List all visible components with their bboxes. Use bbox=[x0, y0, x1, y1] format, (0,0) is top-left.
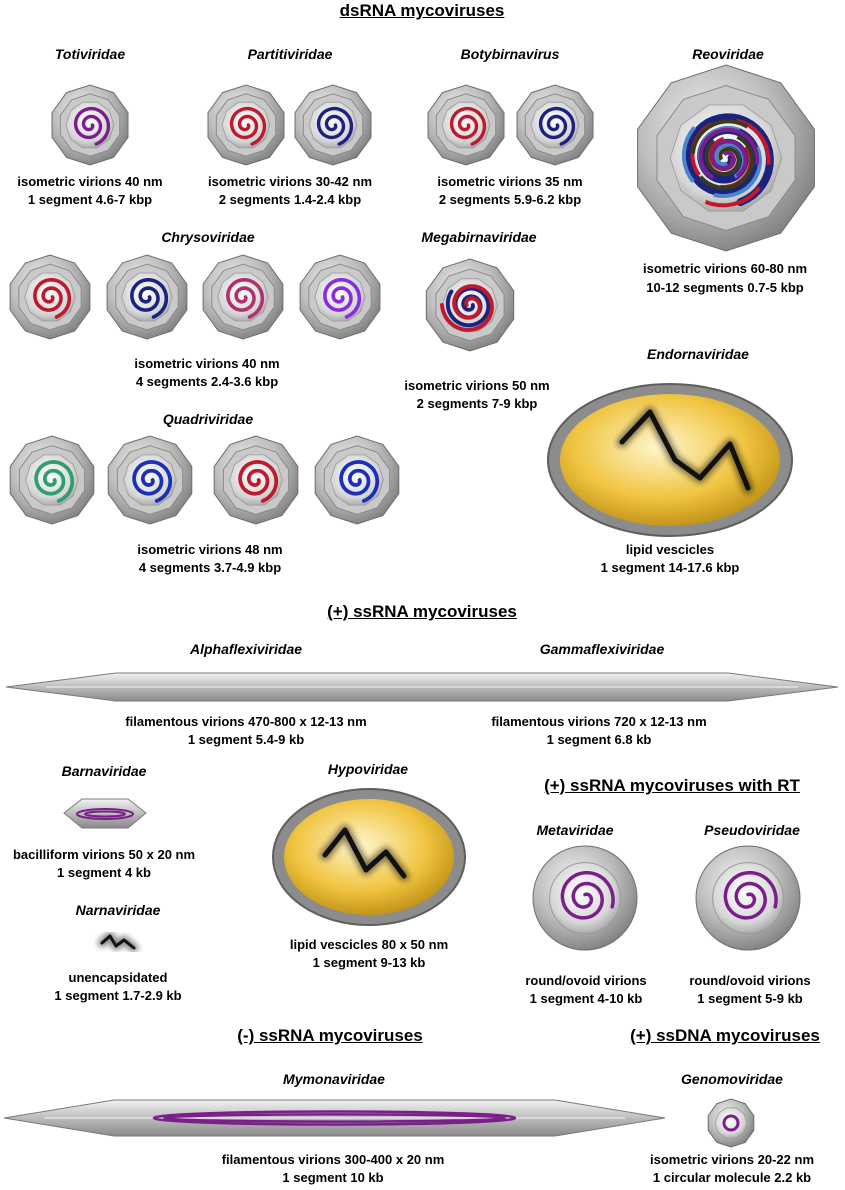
alphaflexiviridae-genome-info: 1 segment 5.4-9 kb bbox=[187, 732, 305, 747]
chrysoviridae-genome-info: 4 segments 2.4-3.6 kbp bbox=[135, 374, 279, 389]
partitiviridae-virion-1 bbox=[207, 84, 285, 166]
barnaviridae-genome-info: 1 segment 4 kb bbox=[57, 865, 151, 880]
alphaflexiviridae-virion-info: filamentous virions 470-800 x 12-13 nm bbox=[125, 714, 367, 729]
section-ssrna-negative: (-) ssRNA mycoviruses bbox=[237, 1026, 423, 1045]
virion-layer bbox=[3, 64, 839, 1148]
family-name-botybirnavirus: Botybirnavirus bbox=[460, 46, 560, 62]
family-name-narnaviridae: Narnaviridae bbox=[75, 902, 161, 918]
botybirnavirus-virion-info: isometric virions 35 nm bbox=[437, 174, 583, 189]
metaviridae-virion-info: round/ovoid virions bbox=[525, 973, 647, 988]
quadriviridae-genome-info: 4 segments 3.7-4.9 kbp bbox=[138, 560, 282, 575]
narnaviridae-genome bbox=[97, 931, 139, 953]
megabirnaviridae-virion bbox=[425, 258, 515, 352]
genomoviridae-virion bbox=[707, 1098, 755, 1148]
totiviridae-genome-info: 1 segment 4.6-7 kbp bbox=[27, 192, 153, 207]
endornaviridae-virion-info: lipid vescicles bbox=[625, 542, 715, 557]
family-name-metaviridae: Metaviridae bbox=[536, 822, 614, 838]
endornaviridae-genome-info: 1 segment 14-17.6 kbp bbox=[600, 560, 740, 575]
barnaviridae-virion bbox=[63, 798, 147, 829]
hypoviridae-genome-info: 1 segment 9-13 kb bbox=[312, 955, 426, 970]
partitiviridae-virion-2 bbox=[294, 84, 372, 166]
pseudoviridae-virion-info: round/ovoid virions bbox=[689, 973, 811, 988]
partitiviridae-virion-info: isometric virions 30-42 nm bbox=[207, 174, 373, 189]
totiviridae-virion bbox=[51, 84, 129, 166]
quadriviridae-virion-3 bbox=[213, 435, 299, 525]
narnaviridae-virion-info: unencapsidated bbox=[68, 970, 168, 985]
reoviridae-genome-info: 10-12 segments 0.7-5 kbp bbox=[646, 280, 804, 295]
botybirnavirus-genome-info: 2 segments 5.9-6.2 kbp bbox=[438, 192, 582, 207]
family-name-megabirnaviridae: Megabirnaviridae bbox=[421, 229, 537, 245]
narnaviridae-genome-info: 1 segment 1.7-2.9 kb bbox=[54, 988, 182, 1003]
pseudoviridae-genome-info: 1 segment 5-9 kb bbox=[697, 991, 803, 1006]
mymonaviridae-virion-info: filamentous virions 300-400 x 20 nm bbox=[221, 1152, 445, 1167]
megabirnaviridae-virion-info: isometric virions 50 nm bbox=[404, 378, 550, 393]
family-name-totiviridae: Totiviridae bbox=[54, 46, 126, 62]
gammaflexiviridae-virion-info: filamentous virions 720 x 12-13 nm bbox=[491, 714, 707, 729]
section-dsrna: dsRNA mycoviruses bbox=[339, 1, 505, 20]
genomoviridae-virion-info: isometric virions 20-22 nm bbox=[649, 1152, 815, 1167]
family-name-mymonaviridae: Mymonaviridae bbox=[283, 1071, 385, 1087]
family-name-reoviridae: Reoviridae bbox=[692, 46, 764, 62]
totiviridae-virion-info: isometric virions 40 nm bbox=[17, 174, 163, 189]
endornaviridae-vesicle bbox=[547, 383, 793, 537]
mymonaviridae-filament bbox=[3, 1099, 666, 1137]
section-ssrna-positive-rt: (+) ssRNA mycoviruses with RT bbox=[544, 776, 800, 795]
quadriviridae-virion-info: isometric virions 48 nm bbox=[137, 542, 283, 557]
quadriviridae-virion-2 bbox=[107, 435, 193, 525]
chrysoviridae-virion-info: isometric virions 40 nm bbox=[134, 356, 280, 371]
chrysoviridae-virion-4 bbox=[299, 254, 381, 340]
reoviridae-virion bbox=[637, 64, 815, 252]
family-name-endornaviridae: Endornaviridae bbox=[647, 346, 749, 362]
metaviridae-genome-info: 1 segment 4-10 kb bbox=[529, 991, 643, 1006]
pseudoviridae-virion bbox=[695, 845, 801, 951]
family-name-barnaviridae: Barnaviridae bbox=[61, 763, 147, 779]
family-name-alphaflexiviridae: Alphaflexiviridae bbox=[189, 641, 303, 657]
endornaviridae-genome bbox=[616, 406, 754, 494]
chrysoviridae-virion-3 bbox=[202, 254, 284, 340]
chrysoviridae-virion-2 bbox=[106, 254, 188, 340]
hypoviridae-virion-info: lipid vescicles 80 x 50 nm bbox=[289, 937, 449, 952]
botybirnavirus-virion-1 bbox=[427, 84, 505, 166]
chrysoviridae-virion-1 bbox=[9, 254, 91, 340]
hypoviridae-vesicle bbox=[272, 788, 466, 926]
quadriviridae-virion-4 bbox=[314, 435, 400, 525]
mymonaviridae-genome-info: 1 segment 10 kb bbox=[282, 1170, 384, 1185]
megabirnaviridae-genome-info: 2 segments 7-9 kbp bbox=[416, 396, 538, 411]
family-name-hypoviridae: Hypoviridae bbox=[327, 761, 409, 777]
family-name-partitiviridae: Partitiviridae bbox=[247, 46, 333, 62]
section-ssdna-positive: (+) ssDNA mycoviruses bbox=[630, 1026, 820, 1045]
family-name-pseudoviridae: Pseudoviridae bbox=[704, 822, 800, 838]
barnaviridae-virion-info: bacilliform virions 50 x 20 nm bbox=[12, 847, 196, 862]
gammaflexiviridae-genome-info: 1 segment 6.8 kb bbox=[546, 732, 652, 747]
partitiviridae-genome-info: 2 segments 1.4-2.4 kbp bbox=[218, 192, 362, 207]
genomoviridae-genome-info: 1 circular molecule 2.2 kb bbox=[652, 1170, 812, 1185]
reoviridae-virion-info: isometric virions 60-80 nm bbox=[642, 261, 808, 276]
quadriviridae-virion-1 bbox=[9, 435, 95, 525]
botybirnavirus-virion-2 bbox=[516, 84, 594, 166]
family-name-quadriviridae: Quadriviridae bbox=[162, 411, 254, 427]
hypoviridae-genome bbox=[319, 824, 410, 882]
family-name-genomoviridae: Genomoviridae bbox=[681, 1071, 783, 1087]
alphaflexiviridae-gammaflexiviridae-filament bbox=[5, 672, 839, 702]
family-name-gammaflexiviridae: Gammaflexiviridae bbox=[539, 641, 665, 657]
family-name-chrysoviridae: Chrysoviridae bbox=[161, 229, 255, 245]
section-ssrna-positive: (+) ssRNA mycoviruses bbox=[327, 602, 517, 621]
metaviridae-virion bbox=[532, 845, 638, 951]
